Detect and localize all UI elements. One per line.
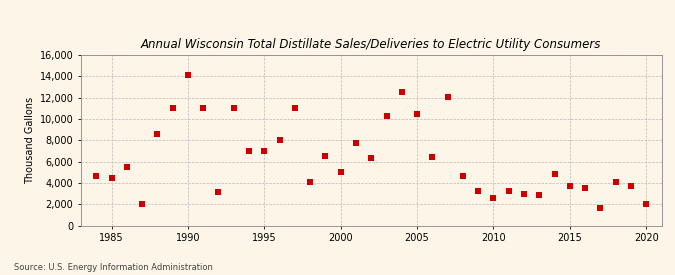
Text: Source: U.S. Energy Information Administration: Source: U.S. Energy Information Administ…	[14, 263, 213, 272]
Y-axis label: Thousand Gallons: Thousand Gallons	[26, 97, 35, 184]
Point	[320, 154, 331, 158]
Point	[381, 114, 392, 118]
Point	[366, 156, 377, 161]
Point	[244, 149, 254, 153]
Point	[122, 165, 132, 169]
Point	[304, 180, 315, 184]
Point	[458, 174, 468, 179]
Point	[472, 189, 483, 194]
Point	[396, 90, 407, 95]
Point	[182, 73, 193, 78]
Point	[595, 206, 605, 211]
Point	[534, 192, 545, 197]
Point	[488, 196, 499, 200]
Point	[335, 170, 346, 174]
Point	[198, 106, 209, 111]
Point	[290, 106, 300, 111]
Point	[626, 184, 637, 188]
Point	[152, 132, 163, 136]
Point	[427, 155, 438, 160]
Point	[213, 190, 224, 195]
Point	[412, 111, 423, 116]
Point	[580, 186, 591, 190]
Title: Annual Wisconsin Total Distillate Sales/Deliveries to Electric Utility Consumers: Annual Wisconsin Total Distillate Sales/…	[141, 38, 601, 51]
Point	[610, 180, 621, 184]
Point	[106, 175, 117, 180]
Point	[350, 141, 361, 146]
Point	[518, 191, 529, 196]
Point	[641, 202, 651, 206]
Point	[504, 189, 514, 194]
Point	[549, 172, 560, 177]
Point	[228, 106, 239, 111]
Point	[91, 174, 102, 179]
Point	[442, 94, 453, 99]
Point	[137, 202, 148, 206]
Point	[274, 138, 285, 142]
Point	[564, 184, 575, 188]
Point	[259, 149, 270, 153]
Point	[167, 106, 178, 111]
